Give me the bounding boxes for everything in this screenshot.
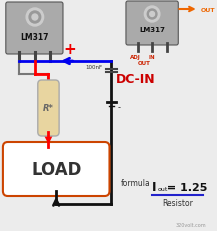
Text: LM317: LM317 [21, 33, 49, 42]
Text: +: + [63, 42, 76, 57]
Text: Resistor: Resistor [162, 199, 193, 208]
Text: I: I [152, 181, 157, 194]
Circle shape [32, 15, 38, 21]
FancyBboxPatch shape [6, 3, 63, 55]
Text: LM317: LM317 [139, 27, 165, 33]
Circle shape [29, 12, 41, 24]
FancyBboxPatch shape [3, 142, 110, 196]
Text: -: - [117, 103, 120, 112]
Text: ADJ: ADJ [130, 55, 141, 60]
Circle shape [26, 9, 44, 27]
Circle shape [147, 10, 157, 20]
Text: IN: IN [149, 55, 155, 60]
Text: out: out [158, 187, 168, 192]
Text: OUT: OUT [201, 7, 215, 12]
Text: R*: R* [43, 104, 54, 113]
Text: LOAD: LOAD [31, 160, 81, 178]
Text: formula: formula [121, 179, 151, 188]
Circle shape [150, 12, 155, 17]
Text: 320volt.com: 320volt.com [176, 222, 206, 227]
Text: = 1.25: = 1.25 [163, 182, 207, 192]
FancyBboxPatch shape [126, 2, 178, 46]
Text: DC-IN: DC-IN [116, 73, 156, 86]
FancyBboxPatch shape [38, 81, 59, 137]
Text: 100nF: 100nF [85, 65, 103, 70]
Circle shape [144, 7, 160, 23]
Text: OUT: OUT [138, 61, 151, 66]
